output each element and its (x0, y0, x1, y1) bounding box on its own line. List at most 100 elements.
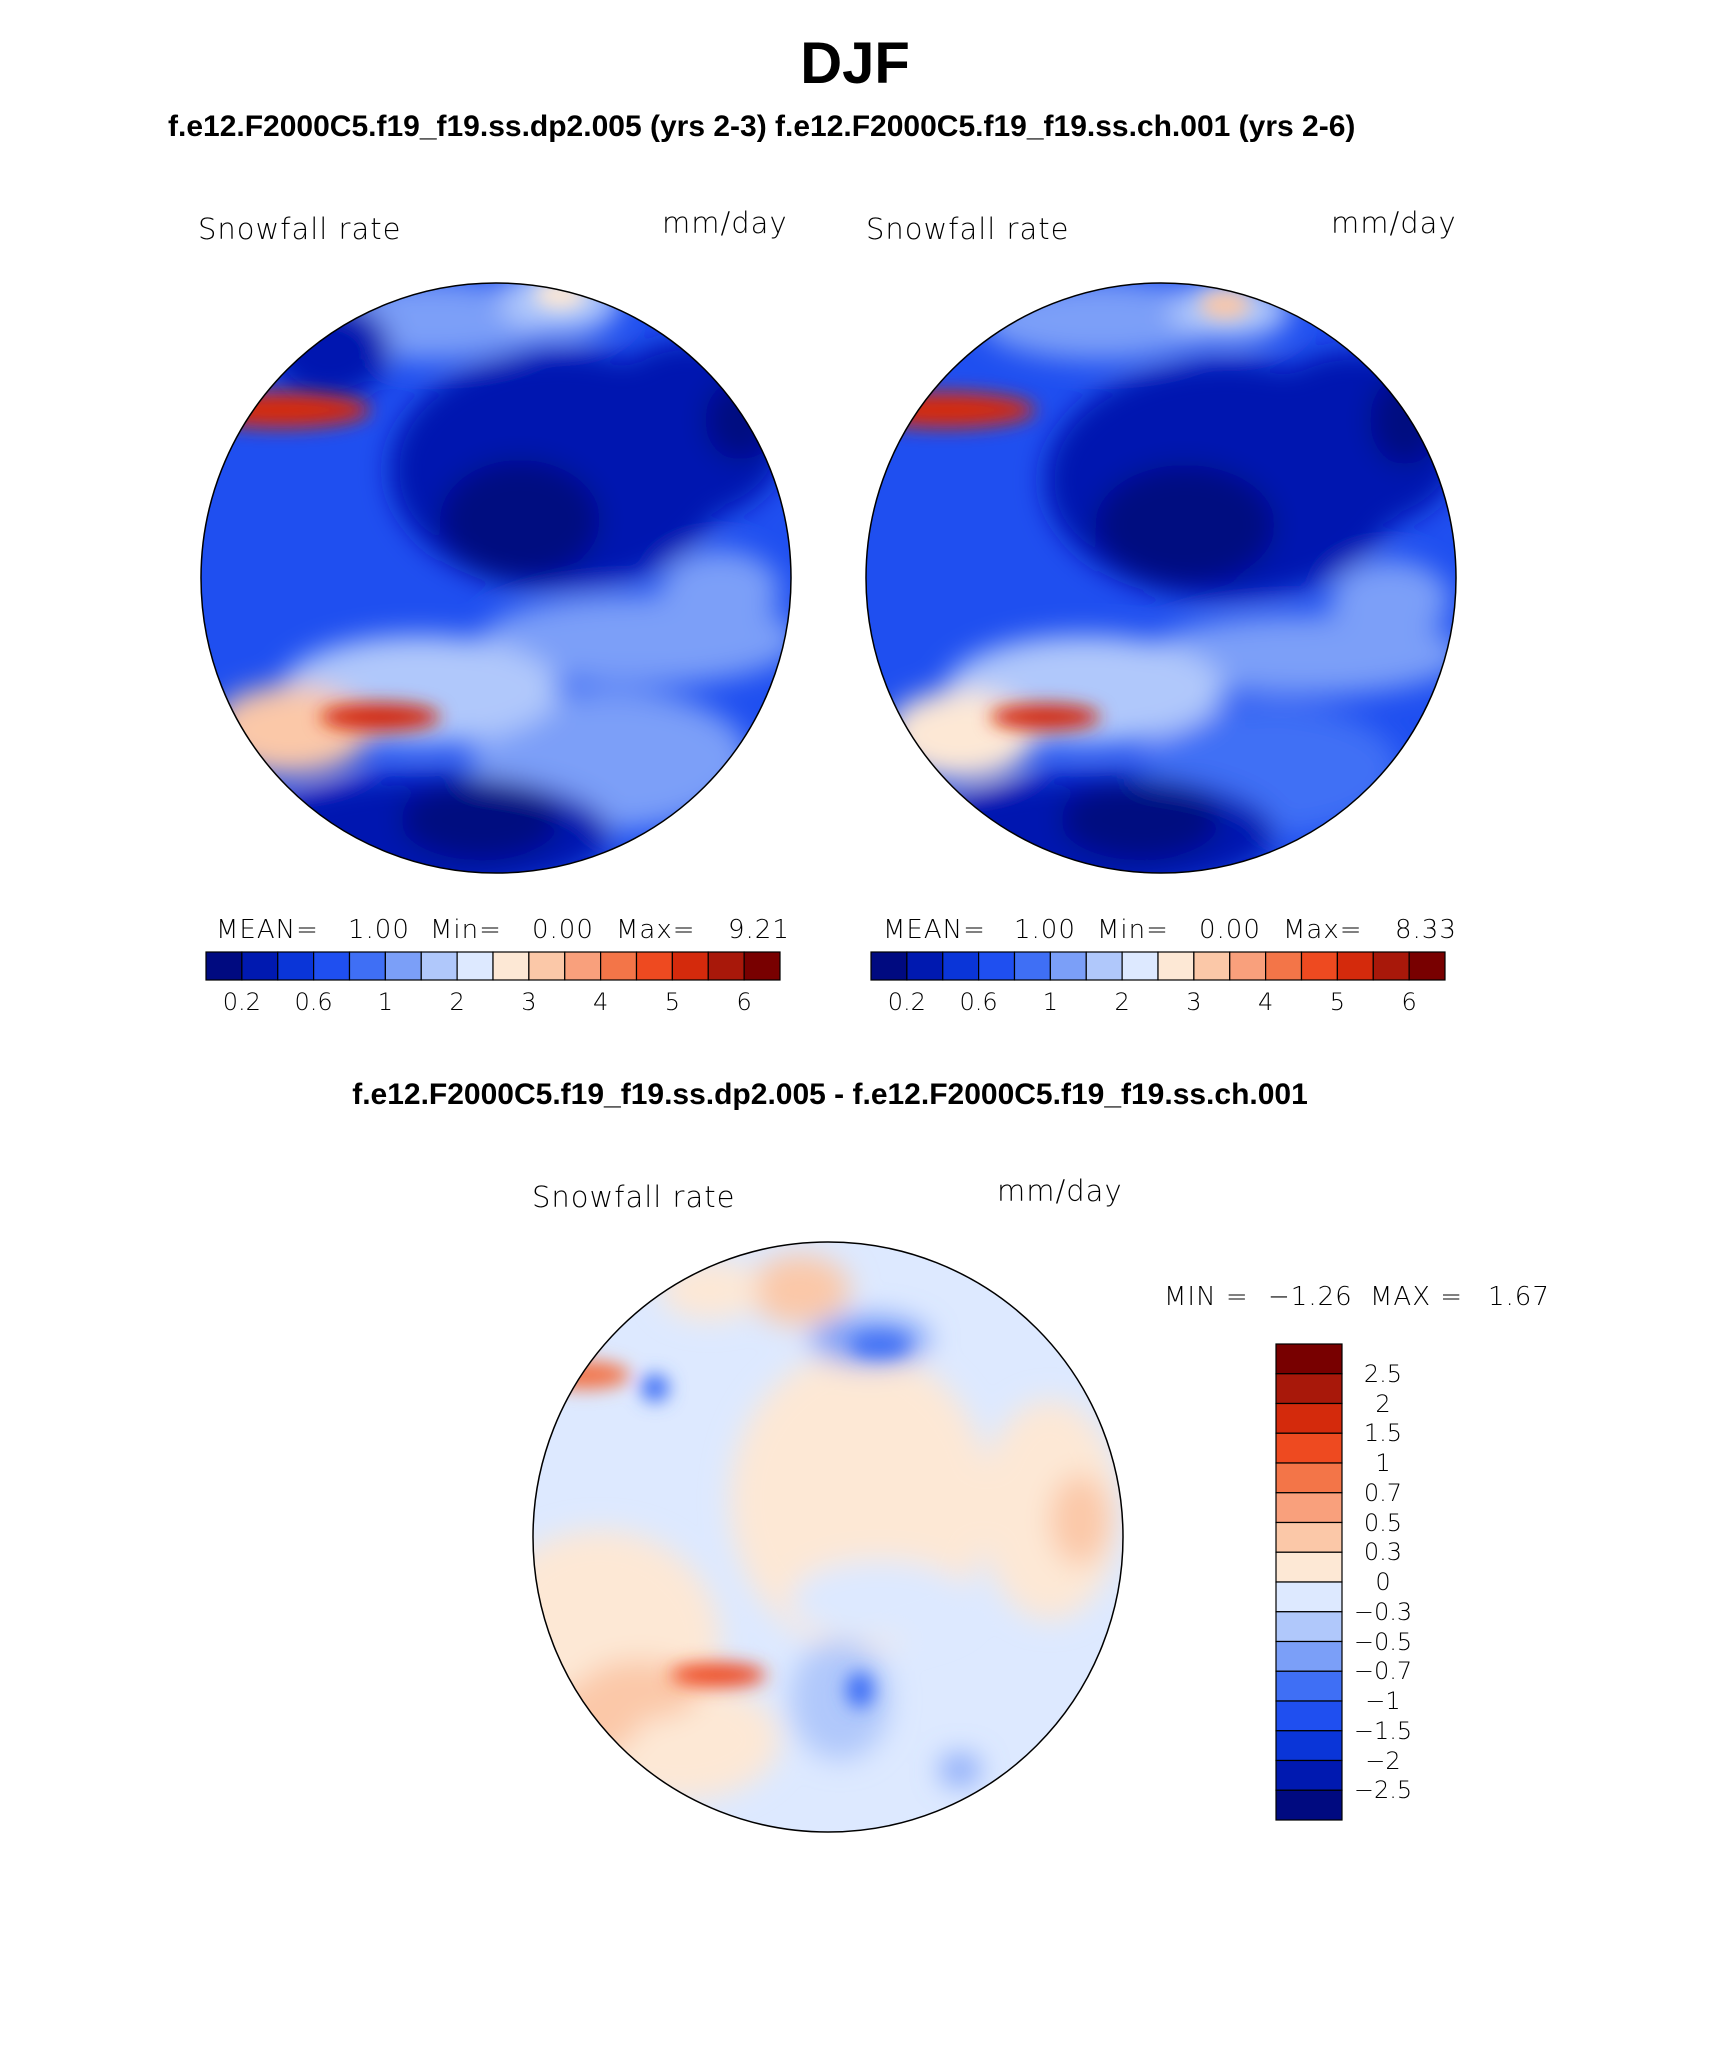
colorbar-tick-label: 2 (1114, 988, 1130, 1016)
colorbar-tick-label: −2 (1365, 1746, 1401, 1775)
colorbar-tick-label: 0.3 (1363, 1538, 1403, 1567)
colorbar-box (1275, 1551, 1343, 1583)
colorbar-box (205, 951, 243, 981)
colorbar-box (313, 951, 351, 981)
colorbar-tick-label: 4 (592, 988, 609, 1016)
colorbar-tick-label: 5 (1329, 988, 1346, 1016)
colorbar-box (492, 951, 530, 981)
colorbar-tick-label: 0 (1375, 1568, 1391, 1596)
difference-title: f.e12.F2000C5.f19_f19.ss.dp2.005 - f.e12… (352, 1078, 1308, 1111)
colorbar-box (1275, 1759, 1343, 1791)
panel-2-mean-label: MEAN= (883, 915, 986, 945)
panel-2-mean: 1.00 (1014, 915, 1076, 945)
colorbar-box (1275, 1402, 1343, 1434)
panel-2-max: 8.33 (1395, 915, 1457, 945)
colorbar-box (978, 951, 1016, 981)
colorbar-box (564, 951, 602, 981)
colorbar-box (1275, 1373, 1343, 1405)
colorbar-box (277, 951, 315, 981)
colorbar-box (1049, 951, 1087, 981)
panel-1-max: 9.21 (728, 915, 790, 945)
colorbar-box (1275, 1700, 1343, 1732)
colorbar-tick-label: 0.2 (887, 988, 926, 1016)
colorbar-tick-label: 1 (377, 988, 394, 1016)
colorbar-box (743, 951, 781, 981)
colorbar-box (671, 951, 709, 981)
colorbar-panel-1 (205, 951, 781, 981)
colorbar-tick-label: 2.5 (1363, 1359, 1403, 1388)
colorbar-box (1275, 1492, 1343, 1524)
colorbar-tick-label: 2 (1375, 1389, 1391, 1418)
panel-2-variable: Snowfall rate (866, 212, 1070, 246)
map-panel-1 (200, 282, 792, 874)
colorbar-tick-label: 0.6 (294, 988, 333, 1016)
colorbar-box (1275, 1640, 1343, 1672)
colorbar-tick-label: 0.5 (1363, 1508, 1403, 1537)
colorbar-tick-label: 3 (1186, 988, 1202, 1016)
colorbar-panel-2 (870, 951, 1446, 981)
colorbar-box (600, 951, 638, 981)
colorbar-box (1275, 1521, 1343, 1553)
panel-2-units: mm/day (1331, 206, 1457, 240)
colorbar-box (1300, 951, 1338, 981)
colorbar-tick-label: 6 (1401, 988, 1417, 1016)
colorbar-box (1372, 951, 1410, 981)
panel-2-max-label: Max= (1283, 915, 1363, 945)
colorbar-box (1336, 951, 1374, 981)
colorbar-box (635, 951, 673, 981)
diff-max: 1.67 (1488, 1282, 1550, 1312)
panel-2-min: 0.00 (1199, 915, 1261, 945)
colorbar-box (870, 951, 908, 981)
colorbar-box (1013, 951, 1051, 981)
colorbar-box (1275, 1343, 1343, 1375)
colorbar-box (456, 951, 494, 981)
colorbar-tick-label: 1 (1375, 1449, 1391, 1477)
colorbar-box (528, 951, 566, 981)
colorbar-box (241, 951, 279, 981)
colorbar-box (1408, 951, 1446, 981)
colorbar-tick-label: 0.7 (1363, 1478, 1403, 1507)
diff-max-label: MAX = (1370, 1282, 1464, 1312)
diff-min-label: MIN = (1164, 1282, 1249, 1312)
colorbar-box (1275, 1730, 1343, 1762)
colorbar-tick-label: 2 (449, 988, 465, 1016)
panel-1-variable: Snowfall rate (198, 212, 402, 246)
map-panel-2 (865, 282, 1457, 874)
colorbar-tick-label: −0.3 (1353, 1597, 1413, 1626)
colorbar-tick-label: 3 (521, 988, 537, 1016)
colorbar-tick-label: 6 (736, 988, 752, 1016)
colorbar-tick-label: −0.7 (1353, 1657, 1413, 1686)
colorbar-tick-label: −1.5 (1353, 1716, 1413, 1745)
colorbar-box (348, 951, 386, 981)
panel-1-units: mm/day (662, 206, 788, 240)
colorbar-box (1275, 1611, 1343, 1643)
colorbar-box (1275, 1462, 1343, 1494)
colorbar-tick-label: −2.5 (1353, 1776, 1413, 1805)
colorbar-box (1193, 951, 1231, 981)
figure-subtitle: f.e12.F2000C5.f19_f19.ss.dp2.005 (yrs 2-… (168, 110, 1356, 143)
colorbar-box (1275, 1432, 1343, 1464)
colorbar-box (1157, 951, 1195, 981)
colorbar-box (1229, 951, 1267, 981)
colorbar-tick-label: 1.5 (1363, 1419, 1403, 1448)
colorbar-tick-label: 0.6 (959, 988, 998, 1016)
map-panel-diff (532, 1241, 1124, 1833)
colorbar-box (384, 951, 422, 981)
colorbar-box (1121, 951, 1159, 981)
diff-variable: Snowfall rate (532, 1180, 736, 1214)
panel-1-min-label: Min= (430, 915, 502, 945)
colorbar-tick-label: 1 (1042, 988, 1059, 1016)
colorbar-box (1275, 1581, 1343, 1613)
colorbar-tick-label: −0.5 (1353, 1627, 1413, 1656)
diff-units: mm/day (997, 1174, 1123, 1208)
colorbar-diff (1275, 1343, 1343, 1821)
panel-1-min: 0.00 (532, 915, 594, 945)
diff-min: −1.26 (1268, 1282, 1353, 1312)
colorbar-box (707, 951, 745, 981)
panel-1-mean-label: MEAN= (216, 915, 319, 945)
colorbar-box (1085, 951, 1123, 981)
colorbar-box (1275, 1789, 1343, 1821)
colorbar-box (1275, 1670, 1343, 1702)
colorbar-box (420, 951, 458, 981)
